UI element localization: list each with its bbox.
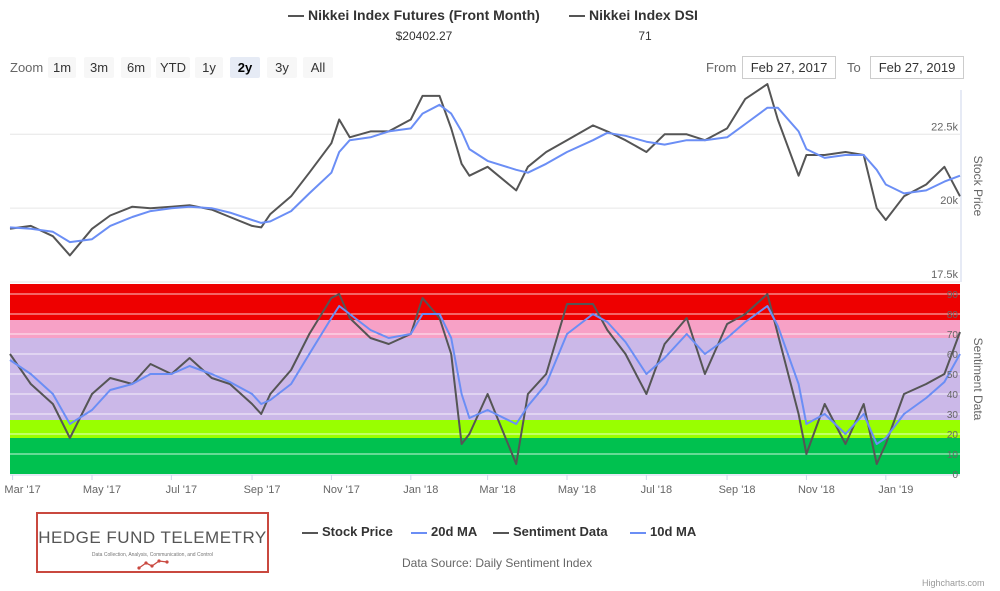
sentiment-tick-label: 80 xyxy=(947,310,959,321)
legend-item-10d-ma[interactable]: 10d MA xyxy=(630,524,696,539)
sentiment-band-0 xyxy=(10,438,960,474)
sentiment-tick-label: 30 xyxy=(947,410,959,421)
x-tick-label: Jan '18 xyxy=(403,484,438,496)
sentiment-band-3 xyxy=(10,320,960,338)
header-series2-label: Nikkei Index DSI xyxy=(589,7,698,23)
sentiment-bands xyxy=(10,284,960,474)
sentiment-tick-label: 20 xyxy=(947,430,959,441)
x-tick-label: Mar '17 xyxy=(4,484,40,496)
sentiment-tick-label: 90 xyxy=(947,290,959,301)
header-series1-legend[interactable]: Nikkei Index Futures (Front Month) xyxy=(288,7,540,23)
x-tick-label: Mar '18 xyxy=(479,484,515,496)
zoom-button-all[interactable]: All xyxy=(303,57,333,78)
logo-tagline: Data Collection, Analysis, Communication… xyxy=(91,552,214,558)
sentiment-axis-title: Sentiment Data xyxy=(971,338,985,421)
x-tick-label: May '17 xyxy=(83,484,121,496)
zoom-button-3y[interactable]: 3y xyxy=(267,57,297,78)
data-source-note: Data Source: Daily Sentiment Index xyxy=(402,556,593,570)
x-tick-label: Jul '18 xyxy=(641,484,672,496)
range-to-input[interactable]: Feb 27, 2019 xyxy=(870,56,964,79)
sentiment-tick-label: 50 xyxy=(947,370,959,381)
zoom-button-2y[interactable]: 2y xyxy=(230,57,260,78)
20d-ma-line xyxy=(9,103,961,244)
10d-ma-line xyxy=(9,305,961,445)
x-tick-label: Nov '18 xyxy=(798,484,835,496)
header-series1-label: Nikkei Index Futures (Front Month) xyxy=(308,7,540,23)
highcharts-credits[interactable]: Highcharts.com xyxy=(922,578,985,588)
sentiment-line-icon xyxy=(493,531,509,534)
legend-item-stock-price[interactable]: Stock Price xyxy=(302,524,393,539)
series1-line-icon xyxy=(288,15,304,18)
x-tick-label: Sep '18 xyxy=(719,484,756,496)
header-series2-legend[interactable]: Nikkei Index DSI xyxy=(569,7,698,23)
series2-line-icon xyxy=(569,15,585,18)
header-series2-value: 71 xyxy=(638,29,652,43)
x-tick-label: Nov '17 xyxy=(323,484,360,496)
header-series1-value: $20402.27 xyxy=(395,29,453,43)
zoom-button-ytd[interactable]: YTD xyxy=(156,57,190,78)
sentiment-tick-label: 60 xyxy=(947,350,959,361)
sentiment-band-4 xyxy=(10,284,960,320)
stock-price-line-icon xyxy=(302,531,318,534)
plot-lines xyxy=(9,83,961,465)
legend-label: 20d MA xyxy=(431,524,478,539)
20d-ma-line-icon xyxy=(411,531,427,534)
10d-ma-line-icon xyxy=(630,531,646,534)
price-tick-label: 20k xyxy=(940,195,958,207)
price-axis-title: Stock Price xyxy=(971,156,985,217)
zoom-button-1y[interactable]: 1y xyxy=(195,57,223,78)
logo-title: HEDGE FUND TELEMETRY xyxy=(38,528,267,547)
range-from-label: From xyxy=(706,60,737,75)
sentiment-band-2 xyxy=(10,338,960,420)
chart-area[interactable]: 17.5k 20k 22.5k 0 10 20 30 40 50 60 70 80 90 Stock Pr… xyxy=(0,0,1000,510)
legend-label: Sentiment Data xyxy=(513,524,608,539)
zoom-button-6m[interactable]: 6m xyxy=(121,57,151,78)
zoom-button-3m[interactable]: 3m xyxy=(84,57,114,78)
legend-label: Stock Price xyxy=(322,524,393,539)
sentiment-tick-label: 0 xyxy=(952,470,958,481)
price-tick-label: 17.5k xyxy=(931,269,958,281)
range-from-input[interactable]: Feb 27, 2017 xyxy=(742,56,836,79)
sentiment-tick-label: 70 xyxy=(947,330,959,341)
axes: 17.5k 20k 22.5k 0 10 20 30 40 50 60 70 80 90 Stock Pr… xyxy=(4,90,985,496)
legend-item-sentiment-data[interactable]: Sentiment Data xyxy=(493,524,608,539)
x-tick-label: Sep '17 xyxy=(244,484,281,496)
sentiment-tick-label: 40 xyxy=(947,390,959,401)
zoom-label: Zoom xyxy=(10,60,44,75)
sentiment-data-line xyxy=(9,293,961,465)
zoom-button-1m[interactable]: 1m xyxy=(48,57,76,78)
logo-chart-icon xyxy=(137,559,169,570)
x-tick-label: May '18 xyxy=(558,484,596,496)
x-tick-label: Jan '19 xyxy=(878,484,913,496)
hedge-fund-telemetry-logo: HEDGE FUND TELEMETRY Data Collection, An… xyxy=(36,512,269,573)
range-to-label: To xyxy=(847,60,861,75)
legend-item-20d-ma[interactable]: 20d MA xyxy=(411,524,477,539)
price-tick-label: 22.5k xyxy=(931,121,958,133)
x-tick-label: Jul '17 xyxy=(166,484,197,496)
sentiment-tick-label: 10 xyxy=(947,450,959,461)
legend-label: 10d MA xyxy=(650,524,697,539)
stock-price-line xyxy=(9,83,961,257)
